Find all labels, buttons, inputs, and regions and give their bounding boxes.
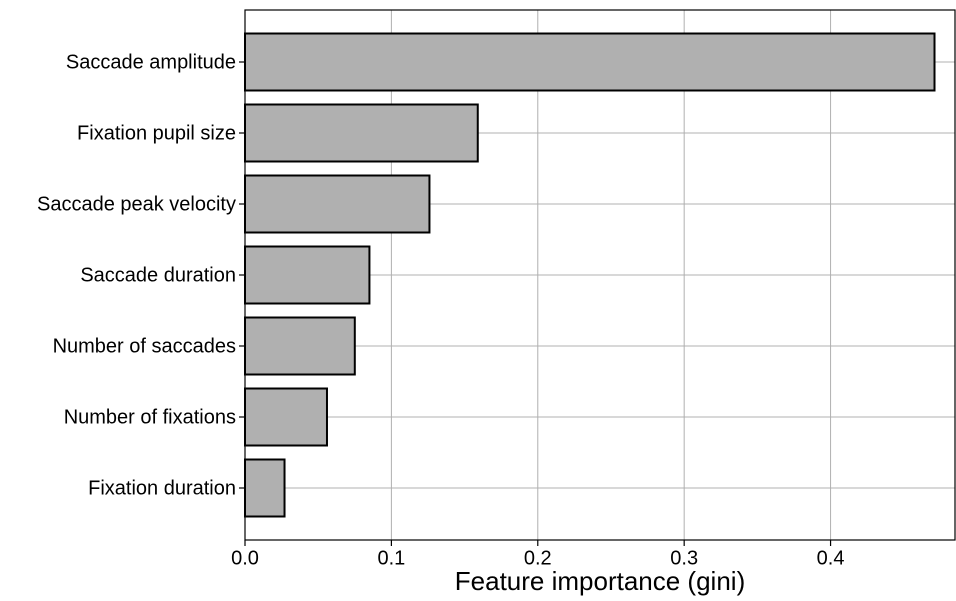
x-tick-label: 0.4 <box>817 547 845 569</box>
bar <box>244 174 431 234</box>
bar <box>244 316 356 376</box>
bar <box>244 32 936 92</box>
x-tick-label: 0.1 <box>377 547 405 569</box>
y-tick-label: Saccade duration <box>80 264 236 286</box>
bar <box>244 103 479 163</box>
bar <box>244 458 286 518</box>
bar <box>244 245 371 305</box>
plot-frame <box>244 9 956 541</box>
x-tick-label: 0.0 <box>231 547 259 569</box>
y-tick-label: Number of saccades <box>53 335 236 357</box>
y-tick-label: Fixation duration <box>88 477 236 499</box>
y-tick-label: Fixation pupil size <box>77 122 236 144</box>
y-tick-label: Number of fixations <box>64 406 236 428</box>
x-axis-label: Feature importance (gini) <box>455 566 745 596</box>
x-tick-label: 0.2 <box>524 547 552 569</box>
bar <box>244 387 328 447</box>
y-tick-label: Saccade peak velocity <box>37 193 236 215</box>
x-tick-label: 0.3 <box>670 547 698 569</box>
y-tick-label: Saccade amplitude <box>66 51 236 73</box>
